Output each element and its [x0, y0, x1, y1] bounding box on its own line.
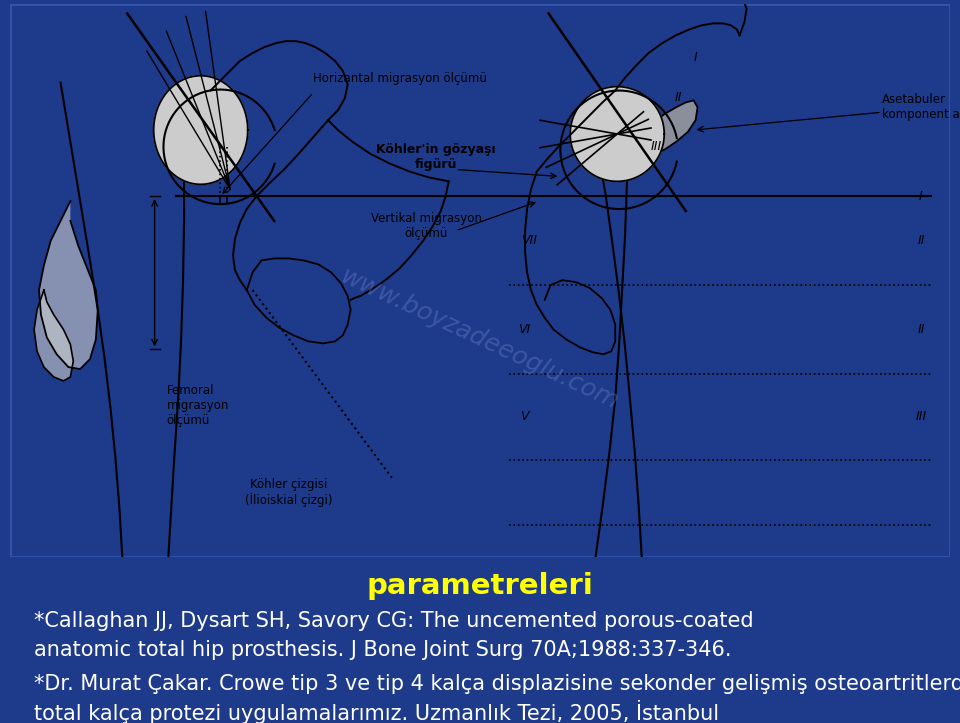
Text: VI: VI	[518, 323, 530, 336]
PathPatch shape	[641, 100, 698, 154]
Text: VII: VII	[521, 234, 537, 247]
Text: parametreleri: parametreleri	[367, 573, 593, 600]
Text: II: II	[917, 323, 924, 336]
Text: Horizantal migrasyon ölçümü: Horizantal migrasyon ölçümü	[313, 72, 488, 85]
Text: II: II	[917, 234, 924, 247]
Polygon shape	[570, 87, 664, 181]
Text: *Callaghan JJ, Dysart SH, Savory CG: The uncemented porous-coated: *Callaghan JJ, Dysart SH, Savory CG: The…	[34, 610, 754, 630]
Text: Asetabuler
komponent açısı: Asetabuler komponent açısı	[882, 93, 960, 121]
Text: V: V	[520, 410, 528, 423]
Text: anatomic total hip prosthesis. J Bone Joint Surg 70A;1988:337-346.: anatomic total hip prosthesis. J Bone Jo…	[34, 640, 732, 660]
Text: III: III	[916, 410, 926, 423]
Text: III: III	[651, 140, 662, 153]
Text: www.boyzadeeoglu.com: www.boyzadeeoglu.com	[337, 264, 623, 414]
Text: Köhler'in gözyaşı
figürü: Köhler'in gözyaşı figürü	[376, 142, 495, 171]
Polygon shape	[154, 76, 248, 184]
Text: I: I	[694, 51, 698, 64]
Text: total kalça protezi uygulamalarımız. Uzmanlık Tezi, 2005, İstanbul: total kalça protezi uygulamalarımız. Uzm…	[34, 700, 719, 723]
Text: Köhler çizgisi
(İlioiskial çizgi): Köhler çizgisi (İlioiskial çizgi)	[245, 478, 333, 507]
Text: Femoral
migrasyon
ölçümü: Femoral migrasyon ölçümü	[166, 384, 228, 427]
Text: Vertikal migrasyon
ölçümü: Vertikal migrasyon ölçümü	[371, 212, 482, 240]
PathPatch shape	[35, 290, 73, 381]
Text: I: I	[919, 189, 923, 202]
PathPatch shape	[39, 201, 98, 369]
Text: II: II	[674, 91, 682, 104]
Text: *Dr. Murat Çakar. Crowe tip 3 ve tip 4 kalça displazisine sekonder gelişmiş oste: *Dr. Murat Çakar. Crowe tip 3 ve tip 4 k…	[34, 674, 960, 694]
